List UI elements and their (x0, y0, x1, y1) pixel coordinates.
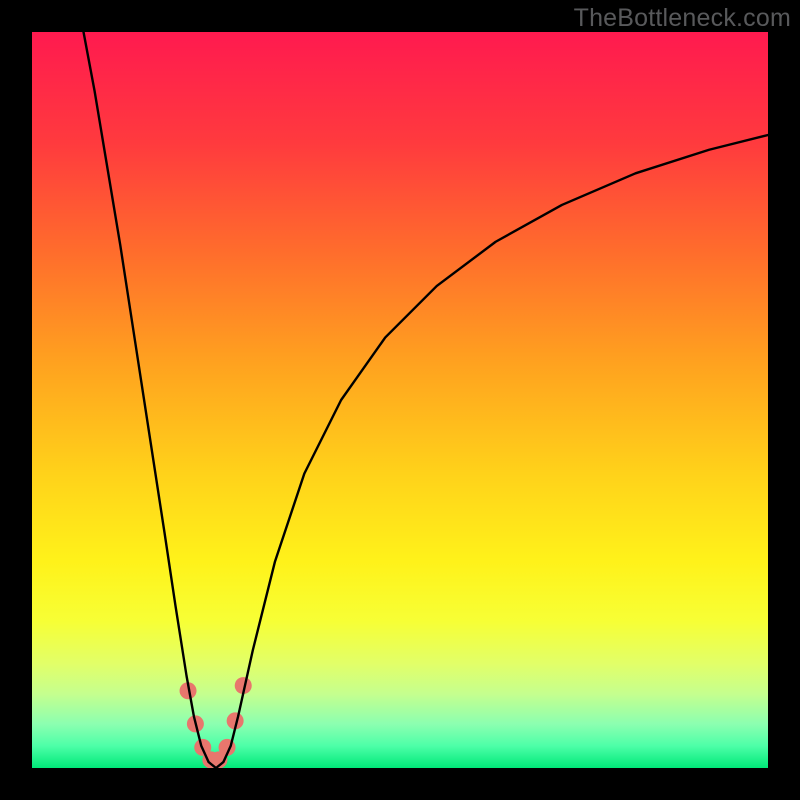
watermark-text: TheBottleneck.com (574, 4, 791, 33)
plot-area (32, 32, 768, 768)
curve-layer (32, 32, 768, 768)
bottleneck-curve (84, 32, 768, 768)
chart-container: TheBottleneck.com (0, 0, 800, 800)
